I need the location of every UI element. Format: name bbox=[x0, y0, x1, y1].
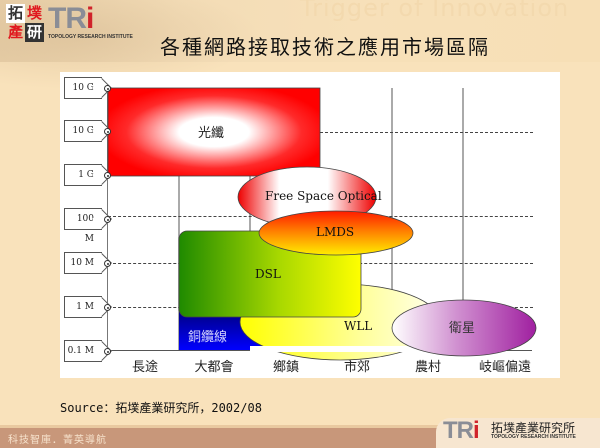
y-tick-dot bbox=[104, 260, 111, 267]
label-fso: Free Space Optical bbox=[265, 189, 382, 203]
x-label: 岐嶇偏遠 bbox=[478, 360, 531, 375]
x-label: 鄉鎮 bbox=[272, 360, 299, 375]
label-satellite: 衛星 bbox=[449, 321, 476, 336]
footer-logo-bg bbox=[436, 418, 600, 448]
tagline: Trigger of Innovation bbox=[300, 0, 570, 22]
x-label: 市郊 bbox=[343, 360, 370, 375]
label-lmds: LMDS bbox=[316, 225, 355, 239]
logo-chinese: 拓 墣 產 研 bbox=[6, 4, 44, 42]
logo-char: 墣 bbox=[26, 4, 42, 22]
footer-slogan: 科技智庫．菁英導航 bbox=[8, 435, 107, 446]
x-label: 大都會 bbox=[194, 360, 234, 375]
logo-char: 研 bbox=[25, 23, 44, 42]
label-wll: WLL bbox=[344, 319, 373, 333]
footer-logo-cn: 拓墣產業研究所 bbox=[491, 421, 576, 435]
header-banner: 拓 墣 產 研 TRi TOPOLOGY RESEARCH INSTITUTE … bbox=[0, 0, 600, 90]
source-note: Source：拓墣產業研究所，2002/08 bbox=[60, 401, 262, 415]
page-title: 各種網路接取技術之應用市場區隔 bbox=[160, 35, 490, 59]
footer-tri-i: i bbox=[473, 417, 480, 444]
logo-tri-text: TR bbox=[48, 2, 87, 35]
y-tick-dot bbox=[104, 304, 111, 311]
y-label: 10 G bbox=[64, 77, 102, 99]
footer-shadow bbox=[0, 425, 600, 428]
label-copper: 銅纜線 bbox=[188, 330, 228, 345]
y-tick-dot bbox=[104, 348, 111, 355]
y-tick-dot bbox=[104, 216, 111, 223]
footer-logo-tri: TRi bbox=[443, 417, 480, 444]
logo-subtitle: TOPOLOGY RESEARCH INSTITUTE bbox=[48, 34, 133, 40]
footer-logo-en: TOPOLOGY RESEARCH INSTITUTE bbox=[491, 434, 576, 440]
label-fiber: 光纖 bbox=[198, 126, 225, 141]
y-label: 1 M bbox=[64, 296, 102, 318]
y-label: 1 G bbox=[64, 164, 102, 186]
y-tick-dot bbox=[104, 172, 111, 179]
y-label: 100 M bbox=[64, 208, 102, 244]
logo-char: 拓 bbox=[6, 4, 25, 23]
y-label: 10 G bbox=[64, 120, 102, 142]
label-dsl: DSL bbox=[255, 267, 281, 281]
x-label: 農村 bbox=[414, 360, 441, 375]
y-tick-dot bbox=[104, 128, 111, 135]
logo-char: 產 bbox=[7, 23, 23, 41]
y-label: 10 M bbox=[64, 252, 102, 274]
y-tick-dot bbox=[104, 85, 111, 92]
grid-hline bbox=[320, 132, 533, 133]
logo-tri: TRi bbox=[48, 2, 94, 35]
logo-tri-i: i bbox=[86, 2, 94, 35]
x-label: 長途 bbox=[131, 360, 158, 375]
footer-tri-text: TR bbox=[443, 417, 474, 444]
y-label: 0.1 M bbox=[64, 340, 102, 362]
grid-vline bbox=[462, 88, 464, 350]
